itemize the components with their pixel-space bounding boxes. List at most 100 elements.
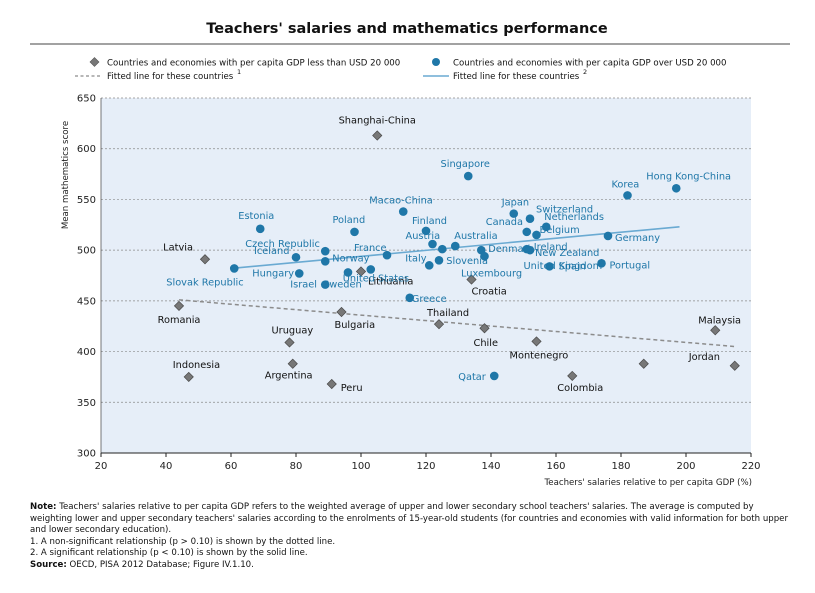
high-gdp-point	[343, 268, 353, 277]
point-label: Netherlands	[544, 212, 604, 223]
point-label: Bulgaria	[335, 320, 376, 331]
high-gdp-point	[463, 171, 473, 181]
point-label: Montenegro	[510, 350, 569, 361]
point-label: Austria	[406, 231, 441, 242]
x-tick-label: 180	[611, 461, 630, 472]
note-label: Note:	[30, 502, 57, 512]
x-axis-label: Teachers' salaries relative to per capit…	[544, 478, 753, 488]
legend-label-fitted-high: Fitted line for these countries	[453, 72, 580, 82]
point-label: Uruguay	[272, 325, 314, 336]
point-label: Slovenia	[446, 256, 488, 267]
point-label: Macao-China	[369, 196, 433, 207]
x-tick-label: 120	[416, 461, 435, 472]
point-label: Ireland	[534, 242, 568, 253]
legend-label-high-gdp: Countries and economies with per capita …	[453, 59, 727, 69]
y-tick-label: 300	[77, 449, 96, 460]
low-gdp-point	[183, 371, 194, 383]
low-gdp-point	[372, 130, 383, 141]
y-tick-label: 350	[77, 398, 96, 409]
high-gdp-point	[294, 269, 304, 278]
low-gdp-point	[466, 274, 477, 285]
point-label: Singapore	[441, 159, 490, 170]
point-label: Denmark	[488, 244, 533, 255]
point-label: Jordan	[688, 352, 720, 363]
low-gdp-point	[355, 266, 367, 277]
high-gdp-point	[320, 246, 330, 256]
point-label: Spain	[559, 261, 586, 272]
high-gdp-point	[320, 280, 330, 289]
point-label: Norway	[332, 253, 369, 264]
point-label: Belgium	[540, 225, 580, 236]
low-gdp-point	[479, 323, 490, 334]
high-gdp-point	[541, 222, 551, 232]
point-label: Switzerland	[536, 205, 593, 216]
legend-label-fitted-low: Fitted line for these countries	[107, 72, 234, 82]
y-axis-label: Mean mathematics score	[61, 121, 71, 229]
chart-title: Teachers' salaries and mathematics perfo…	[206, 21, 608, 37]
x-tick-label: 200	[676, 461, 695, 472]
point-label: Slovak Republic	[166, 277, 243, 288]
high-gdp-point	[291, 252, 301, 262]
high-gdp-point	[450, 241, 460, 251]
high-gdp-point	[480, 251, 489, 261]
low-gdp-point	[638, 358, 649, 369]
point-label: Czech Republic	[245, 239, 320, 250]
point-label: Indonesia	[173, 360, 220, 371]
high-gdp-point	[382, 250, 392, 260]
y-tick-label: 500	[77, 246, 96, 257]
plot-area	[101, 98, 751, 453]
y-tick-label: 600	[77, 144, 96, 155]
y-tick-label: 400	[77, 347, 96, 358]
point-label: Thailand	[426, 308, 469, 319]
point-label: Israel	[290, 280, 317, 291]
point-label: Hong Kong-China	[646, 171, 731, 182]
point-label: Poland	[333, 215, 366, 226]
source-text: OECD, PISA 2012 Database; Figure IV.1.10…	[69, 559, 254, 570]
point-label: Argentina	[265, 371, 313, 382]
x-tick-label: 40	[160, 461, 173, 472]
high-gdp-point	[522, 227, 532, 237]
low-gdp-point	[336, 306, 347, 318]
low-gdp-point	[729, 360, 740, 371]
x-tick-label: 140	[481, 461, 500, 472]
point-label: Australia	[454, 231, 497, 242]
point-label: Finland	[412, 216, 447, 227]
low-gdp-point	[284, 337, 295, 348]
low-gdp-point	[287, 358, 298, 369]
low-gdp-point	[567, 370, 578, 382]
point-label: Germany	[615, 233, 660, 244]
low-gdp-point	[710, 325, 721, 336]
point-label: Luxembourg	[461, 268, 522, 279]
legend-label-low-gdp: Countries and economies with per capita …	[107, 59, 400, 69]
y-tick-label: 650	[77, 94, 96, 105]
chart-notes: Note: Teachers' salaries relative to per…	[30, 502, 790, 572]
point-label: Lithuania	[368, 276, 413, 287]
high-gdp-point	[545, 262, 554, 271]
point-label: Malaysia	[698, 315, 741, 326]
point-label: Iceland	[254, 246, 289, 257]
high-gdp-point	[229, 264, 239, 273]
high-gdp-point	[525, 214, 535, 223]
low-gdp-point	[433, 319, 445, 330]
source-line: Source: OECD, PISA 2012 Database; Figure…	[30, 560, 790, 572]
point-label: Croatia	[472, 287, 507, 298]
low-gdp-point	[173, 300, 185, 312]
point-label: Shanghai-China	[339, 116, 416, 127]
low-gdp-point	[326, 378, 337, 390]
footnote-1: 1. A non-significant relationship (p > 0…	[30, 536, 336, 547]
high-gdp-point	[603, 231, 613, 241]
high-gdp-point	[525, 245, 535, 255]
point-label: United Kingdom	[524, 261, 603, 272]
high-gdp-point	[597, 259, 606, 268]
high-gdp-point	[428, 239, 437, 249]
point-label: Japan	[501, 198, 529, 209]
x-tick-label: 60	[225, 461, 238, 472]
point-label: Greece	[412, 294, 447, 305]
high-gdp-point	[320, 257, 330, 266]
legend-footnote-marker-2: 2	[583, 68, 587, 76]
y-tick-label: 450	[77, 296, 96, 307]
point-label: Estonia	[238, 211, 274, 222]
note-paragraph: Note: Teachers' salaries relative to per…	[30, 502, 790, 537]
point-label: Chile	[474, 338, 499, 349]
high-gdp-point	[424, 261, 434, 270]
